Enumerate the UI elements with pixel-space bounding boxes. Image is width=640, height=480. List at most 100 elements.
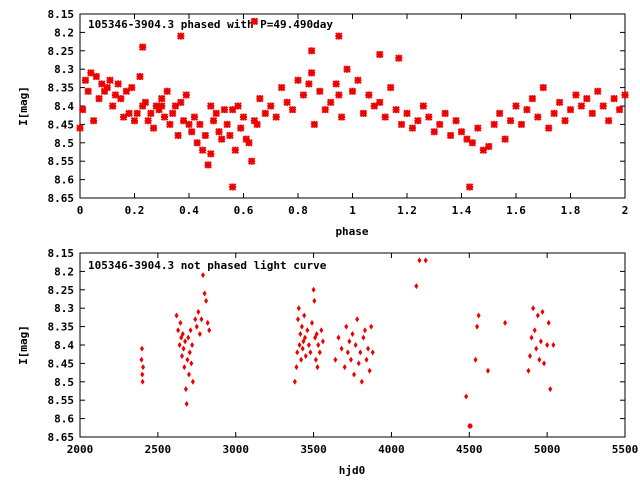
data-point <box>310 120 319 129</box>
data-point <box>220 105 229 114</box>
data-point <box>335 32 343 40</box>
data-point <box>370 102 379 110</box>
data-point <box>299 91 308 99</box>
data-point <box>295 349 300 356</box>
data-point <box>551 342 556 348</box>
data-point <box>544 124 553 132</box>
data-point <box>261 109 270 118</box>
data-point <box>149 124 158 132</box>
data-point <box>106 76 114 84</box>
data-point <box>503 319 508 326</box>
data-point <box>546 319 551 326</box>
data-point <box>239 113 248 121</box>
data-point <box>166 120 174 129</box>
data-point <box>223 120 231 129</box>
data-point <box>319 327 324 334</box>
x-tick-label: 0 <box>77 204 84 217</box>
data-point <box>366 345 371 352</box>
data-point <box>534 345 539 352</box>
data-point <box>228 105 237 114</box>
data-point <box>347 338 352 345</box>
data-point <box>185 120 193 129</box>
y-tick-label: 8.65 <box>48 431 75 444</box>
data-point <box>397 120 406 129</box>
data-point <box>430 128 438 136</box>
data-point <box>307 69 316 77</box>
data-point <box>362 327 367 334</box>
data-point <box>294 364 299 371</box>
data-point <box>108 102 117 110</box>
data-point <box>152 102 161 110</box>
y-tick-label: 8.5 <box>54 376 74 389</box>
x-axis-title: hjd0 <box>339 464 366 477</box>
data-point <box>538 338 543 345</box>
data-point <box>414 117 422 125</box>
data-point <box>512 102 520 110</box>
data-point <box>540 308 545 315</box>
data-point <box>326 98 335 107</box>
data-point <box>345 349 350 356</box>
x-tick-label: 3000 <box>222 443 249 456</box>
data-point <box>425 113 433 121</box>
data-point <box>92 72 101 81</box>
data-point <box>337 113 346 121</box>
data-point <box>588 109 597 118</box>
data-point <box>217 135 226 143</box>
data-point <box>292 378 297 385</box>
data-point <box>201 272 206 279</box>
data-point <box>545 342 550 348</box>
data-point <box>190 113 199 121</box>
y-tick-label: 8.55 <box>48 394 75 407</box>
data-point <box>476 312 481 319</box>
data-point <box>419 102 428 110</box>
data-point <box>577 102 586 110</box>
data-point <box>321 105 329 114</box>
data-point <box>452 117 460 125</box>
data-point <box>313 334 318 341</box>
x-tick-label: 4000 <box>378 443 405 456</box>
y-tick-label: 8.4 <box>54 339 74 352</box>
data-point <box>141 364 146 371</box>
data-point <box>441 109 449 118</box>
data-point <box>298 330 303 337</box>
data-point <box>237 124 245 132</box>
data-point <box>506 117 515 125</box>
data-point <box>344 323 349 330</box>
x-tick-label: 4500 <box>456 443 483 456</box>
data-point <box>381 113 389 121</box>
data-point <box>336 334 341 341</box>
data-point <box>138 43 147 51</box>
data-point <box>599 102 607 110</box>
data-point <box>184 400 189 407</box>
data-point <box>139 356 144 363</box>
data-point <box>181 345 186 352</box>
data-point <box>234 102 242 110</box>
data-point <box>463 135 471 143</box>
data-point <box>100 87 109 95</box>
data-point <box>532 327 537 334</box>
data-point <box>87 69 95 77</box>
data-point <box>182 91 190 99</box>
data-point <box>204 297 209 304</box>
data-point <box>250 17 259 26</box>
data-points <box>139 257 556 429</box>
data-point <box>550 109 558 118</box>
data-point <box>247 157 256 165</box>
data-point <box>128 83 136 92</box>
x-tick-label: 1.6 <box>506 204 526 217</box>
data-point <box>572 91 580 99</box>
data-point <box>473 356 478 363</box>
data-point <box>193 316 198 323</box>
data-point <box>144 117 152 125</box>
data-point <box>188 327 193 334</box>
data-point <box>136 72 144 81</box>
y-ticks: 8.15 8.2 8.25 8.3 8.35 8.4 8.45 8.5 8.55 8.6 8.65 <box>48 8 625 205</box>
data-point <box>356 360 361 367</box>
data-point <box>197 330 202 337</box>
data-point <box>386 83 395 92</box>
data-point <box>130 117 139 125</box>
data-point <box>367 367 372 374</box>
y-tick-label: 8.15 <box>48 247 75 260</box>
x-tick-label: 2500 <box>145 443 172 456</box>
data-point <box>189 360 194 367</box>
